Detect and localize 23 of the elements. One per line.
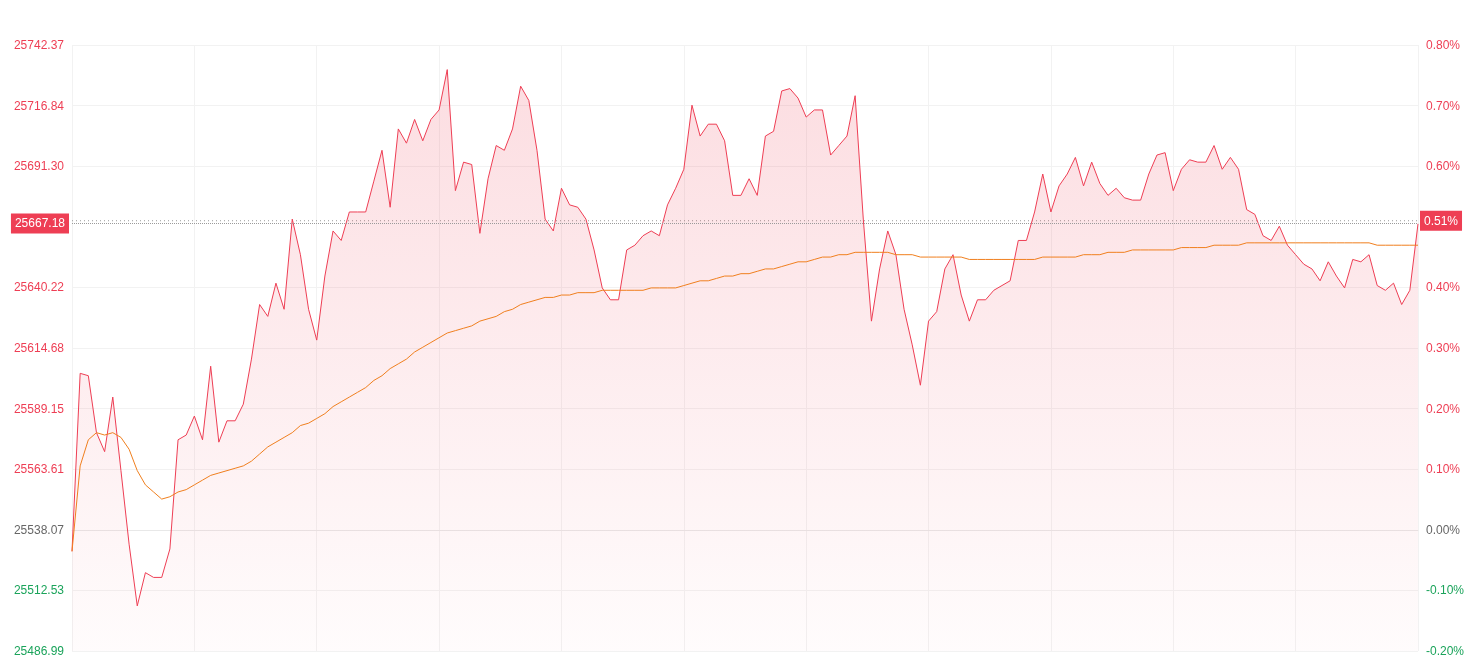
y-tick-label: 25691.30 xyxy=(13,159,65,174)
y-tick-label: 25589.15 xyxy=(13,401,65,416)
y2-tick-label: -0.10% xyxy=(1426,583,1465,598)
y-tick-label: 25742.37 xyxy=(13,38,65,52)
y-tick-label: 25486.99 xyxy=(13,644,65,658)
y2-tick-label: 0.10% xyxy=(1426,462,1461,477)
y2-tick-label: 0.30% xyxy=(1426,341,1461,355)
y2-tick-label: 0.60% xyxy=(1426,159,1461,174)
y-tick-label: 25512.53 xyxy=(13,583,65,598)
y-tick-label: 25563.61 xyxy=(13,462,65,477)
y-tick-label: 25640.22 xyxy=(13,280,65,295)
y-tick-label: 25716.84 xyxy=(13,98,65,113)
y2-tick-label: 0.70% xyxy=(1426,98,1461,113)
y2-tick-label: 0.80% xyxy=(1426,38,1461,52)
y2-tick-label: 0.00% xyxy=(1426,522,1461,537)
ref-line-label: 0.51% xyxy=(1424,213,1459,228)
ref-line-label: 25667.18 xyxy=(14,216,66,231)
y2-tick-label: -0.20% xyxy=(1426,644,1465,658)
y-tick-label: 25538.07 xyxy=(13,522,65,537)
y2-tick-label: 0.40% xyxy=(1426,280,1461,295)
y-tick-label: 25614.68 xyxy=(13,341,65,355)
line-series xyxy=(71,242,1419,552)
y2-tick-label: 0.20% xyxy=(1426,401,1461,416)
